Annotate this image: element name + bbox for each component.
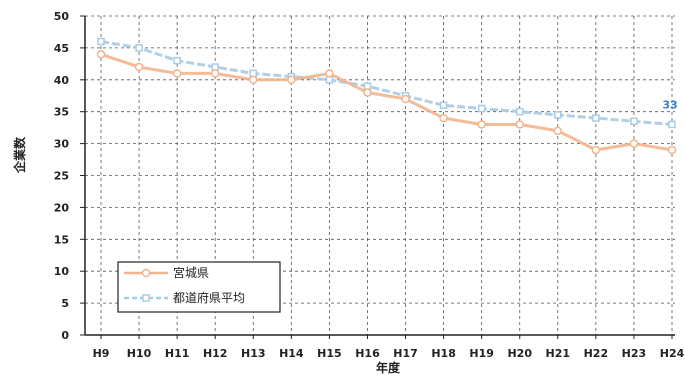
legend-label-miyagi: 宮城県: [173, 265, 209, 280]
y-axis-label: 企業数: [12, 136, 27, 174]
data-point-average: [554, 111, 562, 119]
data-point-average: [515, 107, 524, 116]
series-line-miyagi: [100, 52, 673, 152]
data-point-average: [668, 120, 676, 129]
x-tick-label: H9: [93, 347, 110, 360]
grid-lines: [85, 15, 675, 335]
data-label-average-h24: 33: [662, 98, 677, 111]
data-point-miyagi: [363, 88, 372, 97]
x-tick-label: H14: [279, 347, 304, 360]
series-line-average: [100, 40, 673, 126]
legend: 宮城県 都道府県平均: [117, 261, 281, 313]
data-point-miyagi: [325, 69, 334, 78]
data-point-miyagi: [287, 75, 296, 85]
data-point-miyagi: [439, 113, 448, 123]
x-tick-label: H12: [203, 347, 228, 360]
data-point-miyagi: [249, 75, 258, 85]
x-tick-label: H11: [165, 347, 190, 360]
x-tick-label: H10: [127, 347, 152, 360]
y-tick-label: 40: [54, 74, 70, 87]
y-tick-label: 0: [61, 329, 69, 342]
y-tick-label: 45: [54, 42, 69, 55]
y-tick-label: 30: [54, 138, 70, 151]
data-point-average: [173, 56, 181, 65]
x-tick-labels: H9 H10 H11 H12 H13 H14 H15 H16 H17 H18 H19 H20 H21 H2…: [93, 347, 685, 360]
y-tick-label: 50: [54, 10, 70, 23]
data-point-average: [592, 114, 600, 122]
data-point-miyagi: [629, 139, 639, 148]
data-point-miyagi: [553, 126, 563, 136]
y-tick-label: 10: [54, 265, 70, 278]
data-point-miyagi: [172, 69, 182, 78]
data-point-miyagi: [667, 145, 677, 155]
data-point-miyagi: [96, 50, 106, 59]
series-lines: [96, 37, 677, 155]
legend-label-average: 都道府県平均: [173, 290, 245, 305]
data-point-miyagi: [591, 145, 601, 155]
data-point-average: [97, 37, 105, 46]
axes: [80, 15, 675, 339]
x-tick-label: H16: [355, 347, 380, 360]
data-point-miyagi: [210, 69, 220, 78]
data-point-average: [630, 117, 638, 126]
legend-swatch-marker-miyagi: [141, 268, 151, 278]
data-point-miyagi: [134, 62, 144, 72]
x-tick-label: H24: [660, 347, 685, 360]
y-tick-label: 35: [54, 106, 69, 119]
data-labels: 33: [662, 98, 677, 111]
x-tick-label: H21: [546, 347, 571, 360]
x-tick-label: H19: [469, 347, 494, 360]
data-point-average: [439, 101, 448, 110]
y-tick-labels: 0 5 10 15 20 25 30 35 40 45 50: [54, 10, 70, 342]
y-tick-label: 15: [54, 233, 69, 246]
data-point-average: [363, 82, 372, 90]
legend-swatch-marker-average: [142, 294, 150, 302]
x-tick-label: H23: [622, 347, 647, 360]
data-point-average: [211, 63, 219, 71]
data-point-average: [249, 69, 258, 78]
y-tick-label: 25: [54, 170, 69, 183]
x-tick-label: H18: [431, 347, 456, 360]
x-tick-label: H20: [507, 347, 532, 360]
x-tick-label: H15: [317, 347, 342, 360]
data-point-average: [325, 76, 334, 84]
x-tick-label: H22: [584, 347, 609, 360]
y-tick-label: 20: [54, 201, 70, 214]
data-point-average: [477, 104, 486, 113]
x-tick-label: H17: [393, 347, 418, 360]
data-point-miyagi: [401, 94, 410, 104]
x-tick-label: H13: [241, 347, 266, 360]
data-point-miyagi: [477, 120, 486, 129]
data-point-miyagi: [515, 120, 524, 129]
data-point-average: [135, 44, 143, 52]
y-tick-label: 5: [61, 297, 69, 310]
x-axis-label: 年度: [376, 360, 401, 375]
